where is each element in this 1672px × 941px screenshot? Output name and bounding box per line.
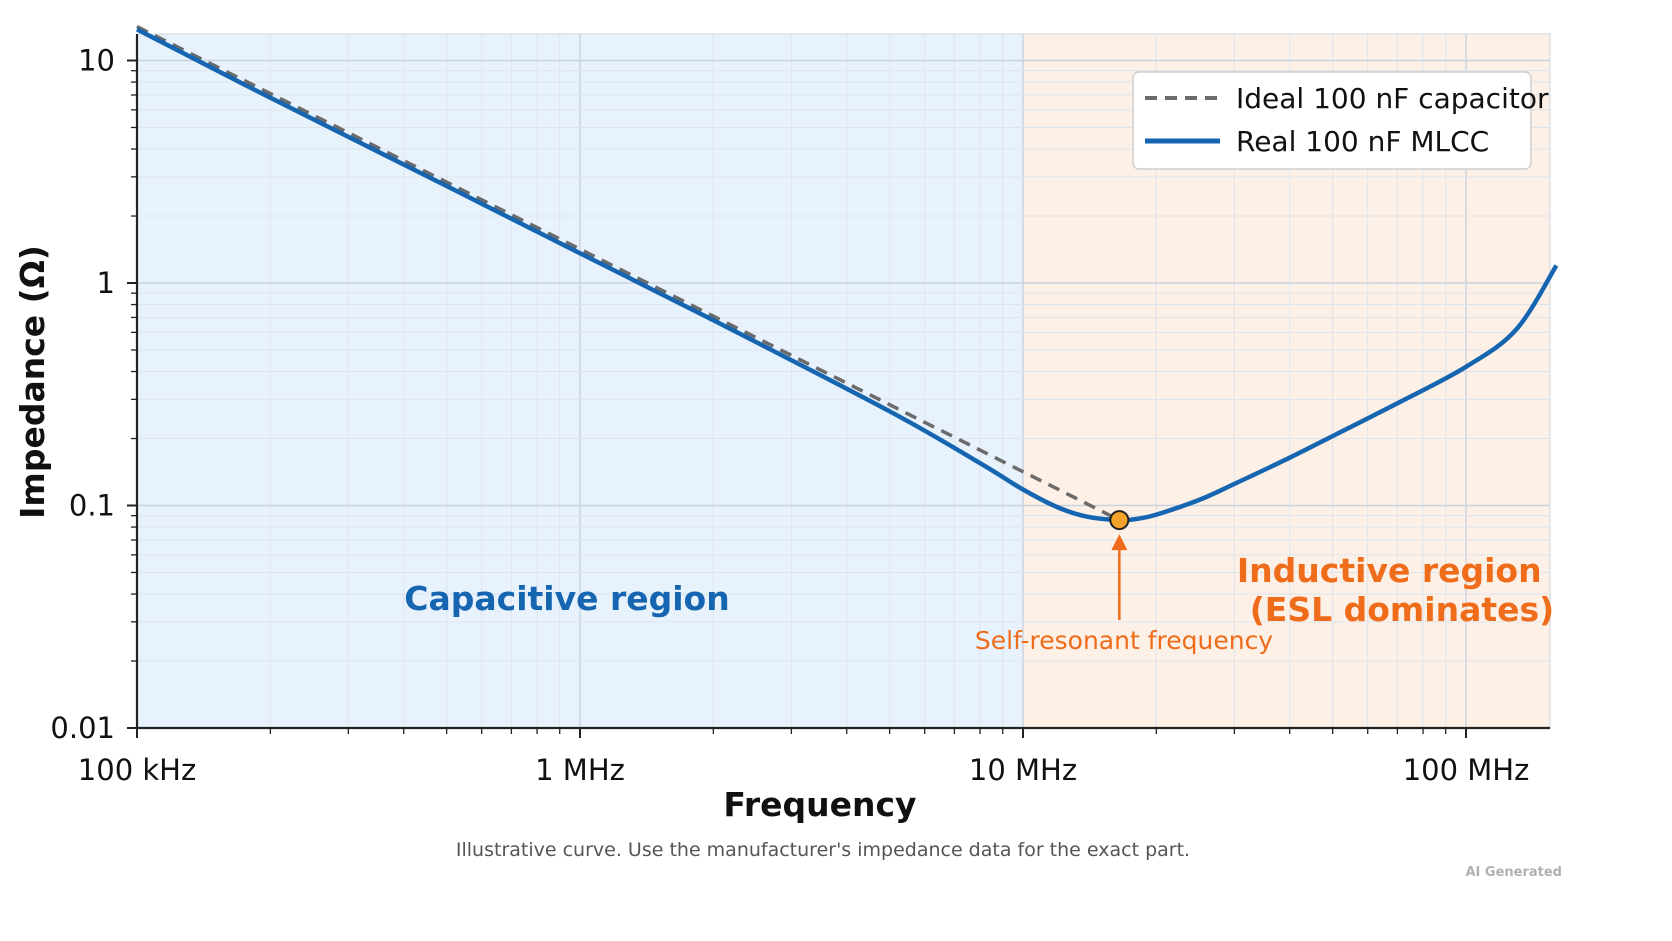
tick-marks bbox=[127, 59, 1467, 738]
inductive-region-label-line2: (ESL dominates) bbox=[1250, 590, 1555, 629]
srf-arrow-head bbox=[1111, 534, 1128, 551]
y-tick-label: 0.01 bbox=[50, 711, 115, 745]
legend-label-ideal: Ideal 100 nF capacitor bbox=[1236, 82, 1549, 115]
real-mlcc-line bbox=[135, 27, 1559, 523]
y-axis-title: Impedance (Ω) bbox=[13, 245, 52, 519]
x-tick-label: 1 MHz bbox=[535, 753, 625, 787]
x-tick-label: 10 MHz bbox=[969, 753, 1077, 787]
x-tick-label: 100 MHz bbox=[1403, 753, 1530, 787]
inductive-region-label: Inductive region (ESL dominates) bbox=[1237, 551, 1554, 629]
legend: Ideal 100 nF capacitor Real 100 nF MLCC bbox=[1132, 71, 1549, 170]
y-tick-label: 0.1 bbox=[69, 489, 115, 523]
tick-labels: 100 kHz 1 MHz 10 MHz 100 MHz 10 1 0.1 0.01 bbox=[50, 44, 1529, 788]
x-axis-title: Frequency bbox=[723, 785, 916, 824]
caption: Illustrative curve. Use the manufacturer… bbox=[456, 839, 1190, 861]
y-tick-label: 1 bbox=[97, 266, 115, 300]
legend-label-real: Real 100 nF MLCC bbox=[1236, 125, 1489, 158]
capacitive-region-label: Capacitive region bbox=[404, 579, 729, 618]
inductive-region-label-line1: Inductive region bbox=[1237, 551, 1542, 590]
self-resonant-frequency-label: Self-resonant frequency bbox=[975, 626, 1273, 655]
legend-box bbox=[1132, 71, 1532, 170]
self-resonant-point bbox=[1109, 510, 1130, 531]
ideal-capacitor-line bbox=[136, 25, 1121, 522]
ai-generated-watermark: AI Generated bbox=[1465, 865, 1562, 880]
y-tick-label: 10 bbox=[78, 44, 115, 78]
grid-lines bbox=[136, 33, 1551, 729]
x-tick-label: 100 kHz bbox=[78, 753, 196, 787]
